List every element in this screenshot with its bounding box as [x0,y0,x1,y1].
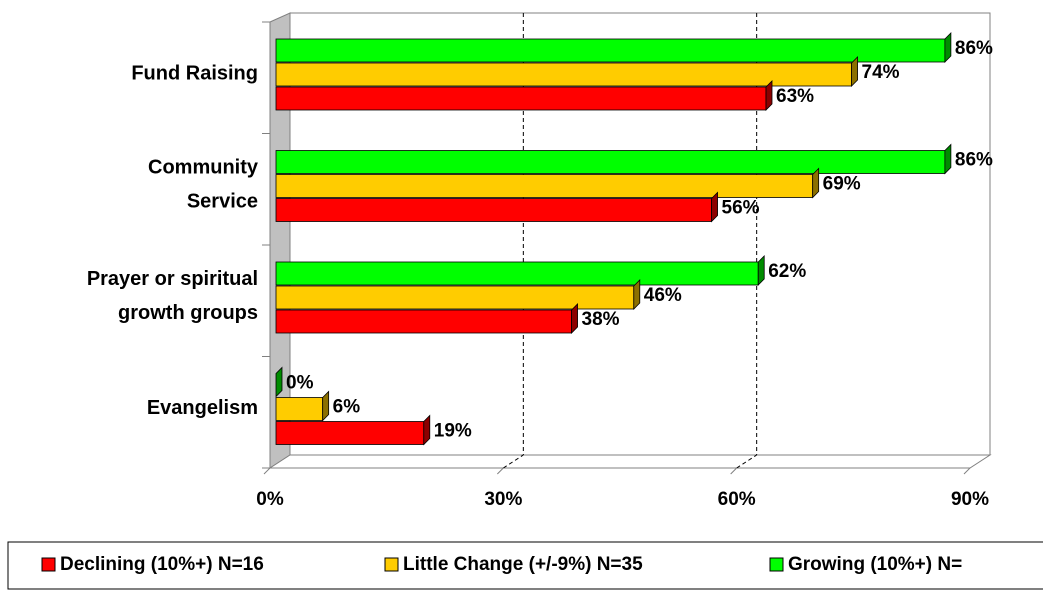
category-label: Community Service [148,157,259,213]
bar-front [275,174,814,198]
legend-box [7,541,1043,590]
value-label: 74% [862,62,900,83]
bar [275,56,858,87]
bar-front [275,309,572,334]
value-label: 63% [776,86,814,107]
bar [275,279,641,310]
bar-side [944,32,952,63]
bar-side [851,56,858,87]
bar-front [275,38,946,63]
x-tick-label: 0% [256,489,284,510]
bar-side [571,303,578,334]
bar-side [812,167,820,199]
value-label: 62% [768,261,806,282]
bar-front [275,86,767,111]
bar [275,390,330,422]
bar [275,414,431,446]
x-tick-label: 60% [718,489,756,510]
legend-label: Declining (10%+) N=16 [60,554,264,575]
bar-front [275,198,712,222]
bar-side [757,255,765,286]
bar-side [765,80,773,111]
value-label: 86% [955,38,993,59]
bar-side [275,366,283,398]
x-tick [496,467,504,475]
legend-swatch [384,557,399,572]
x-tick-label: 30% [484,489,522,510]
value-label: 6% [333,397,361,418]
x-tick [263,467,271,475]
category-label: Fund Raising [131,62,258,84]
bar-side [944,143,952,175]
bar-side [711,191,718,223]
bar [275,255,765,286]
bar-front [275,261,759,286]
x-tick [730,467,738,475]
value-label: 69% [823,174,861,195]
floor [268,454,992,469]
bar-front [275,397,324,421]
bar-front [275,62,852,87]
bar-front [275,150,946,174]
bar-front [275,421,425,445]
bar [275,191,718,223]
x-tick-label: 90% [951,489,989,510]
legend-swatch [769,557,784,572]
value-label: 0% [286,373,314,394]
bar-front [275,285,635,310]
bar-side [423,414,431,446]
legend-label: Growing (10%+) N= [788,554,962,575]
bar [275,80,773,111]
x-tick [963,467,971,475]
value-label: 38% [582,309,620,330]
category-label: Prayer or spiritual growth groups [87,268,258,324]
bar [275,143,952,175]
value-label: 86% [955,150,993,171]
value-label: 19% [434,421,472,442]
grid-line-floor [736,454,757,469]
grid-line-floor [503,454,524,469]
category-label: Evangelism [147,397,258,419]
value-label: 56% [722,198,760,219]
bar [275,32,952,63]
bar [275,167,820,199]
value-label: 46% [644,285,682,306]
legend-label: Little Change (+/-9%) N=35 [403,554,643,575]
bar-side [633,279,641,310]
bar-side [322,390,330,422]
legend-swatch [41,557,56,572]
bar [275,366,283,398]
bar [275,303,578,334]
